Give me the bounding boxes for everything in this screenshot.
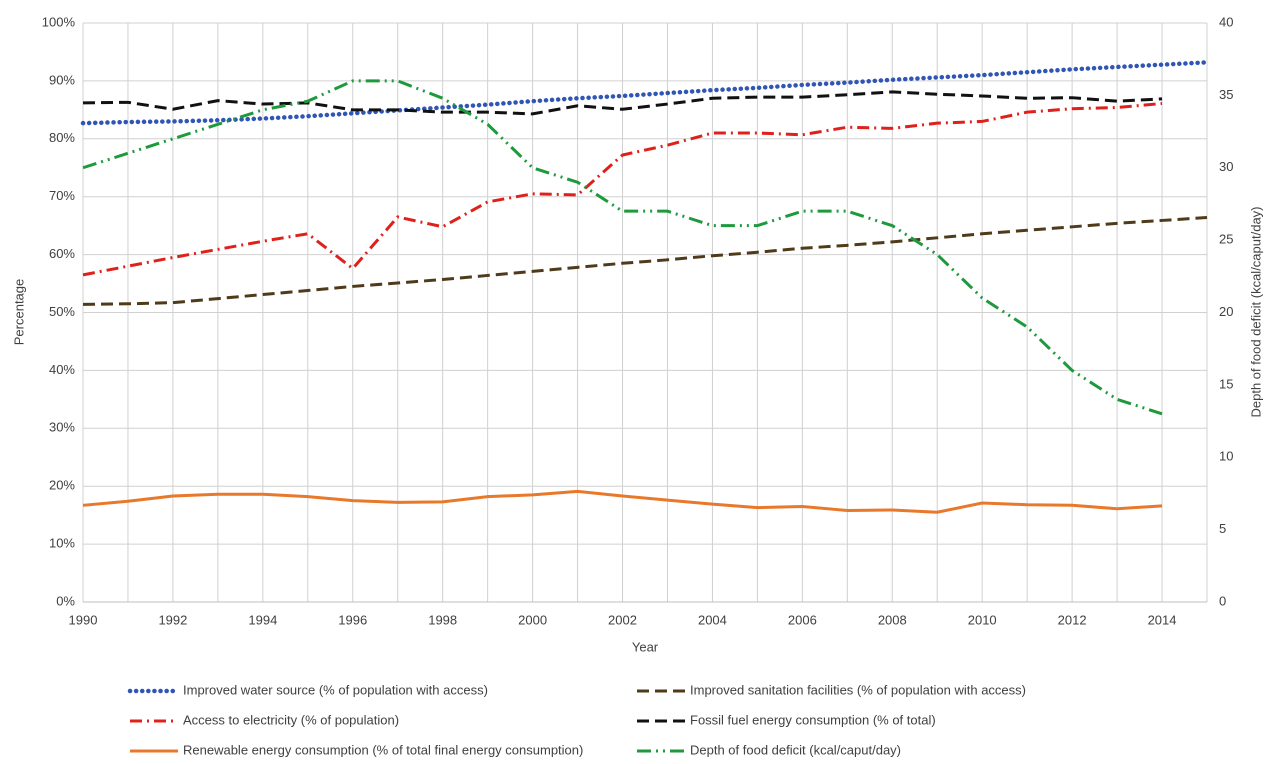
y-tick-label: 40% [49,362,75,377]
x-tick-label: 2012 [1058,612,1087,627]
x-tick-label: 2006 [788,612,817,627]
y-tick-label: 50% [49,304,75,319]
y-tick-label: 60% [49,246,75,261]
x-tick-label: 2004 [698,612,727,627]
legend-label: Fossil fuel energy consumption (% of tot… [690,712,936,727]
legend-label: Renewable energy consumption (% of total… [183,742,583,757]
y2-tick-label: 20 [1219,304,1233,319]
y-tick-label: 10% [49,536,75,551]
y-tick-label: 80% [49,130,75,145]
y-axis-title: Percentage [11,279,26,346]
y-tick-label: 20% [49,478,75,493]
x-tick-label: 1992 [158,612,187,627]
x-tick-label: 2008 [878,612,907,627]
y-tick-label: 30% [49,420,75,435]
x-tick-label: 2014 [1148,612,1177,627]
x-tick-label: 2000 [518,612,547,627]
y2-tick-label: 15 [1219,376,1233,391]
y2-axis-title: Depth of food deficit (kcal/caput/day) [1248,206,1263,417]
legend-label: Access to electricity (% of population) [183,712,399,727]
series-line [82,101,1163,277]
y-tick-label: 0% [56,593,75,608]
x-axis-title: Year [632,639,659,654]
x-tick-label: 1996 [338,612,367,627]
y-tick-label: 100% [42,14,76,29]
series-line [82,79,1163,416]
y2-tick-label: 25 [1219,232,1233,247]
x-tick-label: 1994 [248,612,277,627]
y2-tick-label: 40 [1219,14,1233,29]
x-tick-label: 1998 [428,612,457,627]
series-line [80,60,1210,126]
y2-tick-label: 0 [1219,593,1226,608]
y2-tick-label: 35 [1219,87,1233,102]
x-tick-label: 1990 [69,612,98,627]
y-tick-label: 70% [49,188,75,203]
legend-label: Improved sanitation facilities (% of pop… [690,682,1026,697]
series-line [82,216,1208,306]
y2-tick-label: 30 [1219,159,1233,174]
y2-tick-label: 10 [1219,449,1233,464]
y-tick-label: 90% [49,72,75,87]
x-tick-label: 2010 [968,612,997,627]
series-line [82,90,1163,116]
x-tick-label: 2002 [608,612,637,627]
series-line [82,489,1163,514]
y2-tick-label: 5 [1219,521,1226,536]
legend-label: Depth of food deficit (kcal/caput/day) [690,742,901,757]
legend-label: Improved water source (% of population w… [183,682,488,697]
